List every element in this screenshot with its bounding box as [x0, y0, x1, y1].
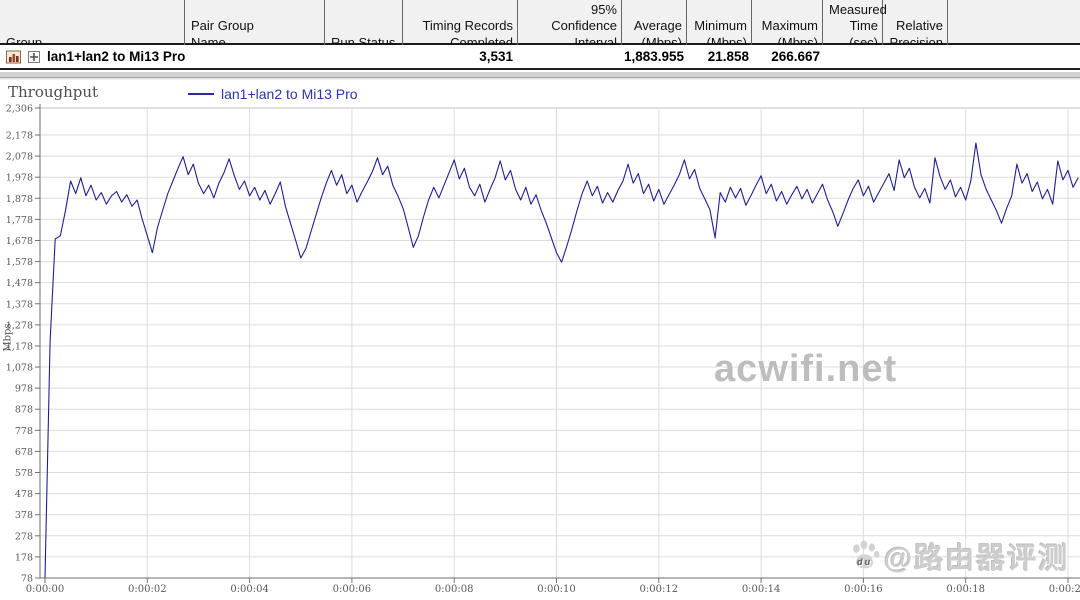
throughput-chart: 78 178 278 378 478 578 678 778 878 978 1,078 1,178 1…	[6, 104, 1080, 595]
y-tick-label: 1,678	[6, 236, 33, 247]
y-tick-label: 1,378	[6, 299, 33, 310]
y-tick-label: 878	[15, 405, 33, 416]
maximum-mbps-value: 266.667	[771, 49, 820, 64]
y-tick-label: 1,078	[6, 363, 33, 374]
plus-icon	[30, 52, 38, 61]
y-tick-label: 278	[15, 531, 33, 542]
y-tick-label: 1,978	[6, 173, 33, 184]
y-tick-label: 1,178	[6, 341, 33, 352]
x-tick-label: 0:00:10	[537, 584, 576, 595]
chart-legend: lan1+lan2 to Mi13 Pro	[188, 86, 358, 102]
y-tick-label: 78	[21, 574, 33, 585]
average-mbps-value: 1,883.955	[623, 49, 684, 64]
pair-group-name-cell: lan1+lan2 to Mi13 Pro	[6, 45, 185, 68]
throughput-chart-panel: Throughput lan1+lan2 to Mi13 Pro Mbps 78…	[0, 80, 1080, 595]
y-tick-label: 578	[15, 468, 33, 479]
watermark-site: acwifi.net	[714, 348, 898, 390]
svg-text:du: du	[857, 557, 872, 567]
pair-group-name-text: lan1+lan2 to Mi13 Pro	[47, 49, 186, 64]
paw-logo-icon: du	[853, 540, 880, 569]
x-tick-label: 0:00:12	[640, 584, 679, 595]
y-tick-label: 1,478	[6, 278, 33, 289]
throughput-series-line	[44, 142, 1079, 578]
y-tick-label: 1,578	[6, 257, 33, 268]
pair-group-row[interactable]: lan1+lan2 to Mi13 Pro 3,531 1,883.955 21…	[0, 45, 1080, 70]
panel-separator	[0, 70, 1080, 80]
y-tick-label: 678	[15, 447, 33, 458]
x-tick-label: 0:00:18	[946, 584, 985, 595]
y-tick-label: 1,878	[6, 194, 33, 205]
y-tick-label: 1,278	[6, 320, 33, 331]
legend-label: lan1+lan2 to Mi13 Pro	[221, 86, 358, 102]
y-tick-label: 2,078	[6, 152, 33, 163]
column-header-pair-group-name[interactable]: Pair Group Name	[185, 0, 325, 54]
x-tick-label: 0:00:16	[844, 584, 883, 595]
x-tick-label: 0:00:02	[128, 584, 167, 595]
x-tick-label: 0:00:20	[1049, 584, 1080, 595]
results-grid-header: Group Pair Group Name Run Status Timing …	[0, 0, 1080, 54]
x-tick-label: 0:00:08	[435, 584, 474, 595]
x-tick-label: 0:00:14	[742, 584, 781, 595]
x-tick-label: 0:00:04	[230, 584, 269, 595]
chart-title: Throughput	[8, 83, 99, 101]
y-tick-label: 978	[15, 384, 33, 395]
x-tick-label: 0:00:06	[333, 584, 372, 595]
minimum-mbps-value: 21.858	[707, 49, 749, 64]
legend-line-sample	[188, 93, 214, 95]
bar-chart-icon	[6, 50, 21, 63]
y-axis-title: Mbps	[2, 323, 14, 352]
y-tick-label: 2,178	[6, 131, 33, 142]
x-tick-label: 0:00:00	[26, 584, 65, 595]
y-tick-label: 1,778	[6, 215, 33, 226]
timing-records-value: 3,531	[479, 49, 513, 64]
expand-row-icon[interactable]	[28, 50, 40, 63]
watermark-credit: du @路由器评测	[848, 535, 1069, 577]
y-tick-label: 178	[15, 552, 33, 563]
y-tick-label: 378	[15, 510, 33, 521]
y-tick-label: 478	[15, 489, 33, 500]
y-tick-label: 2,306	[6, 104, 33, 115]
y-tick-label: 778	[15, 426, 33, 437]
watermark-credit-text: @路由器评测	[884, 543, 1070, 575]
